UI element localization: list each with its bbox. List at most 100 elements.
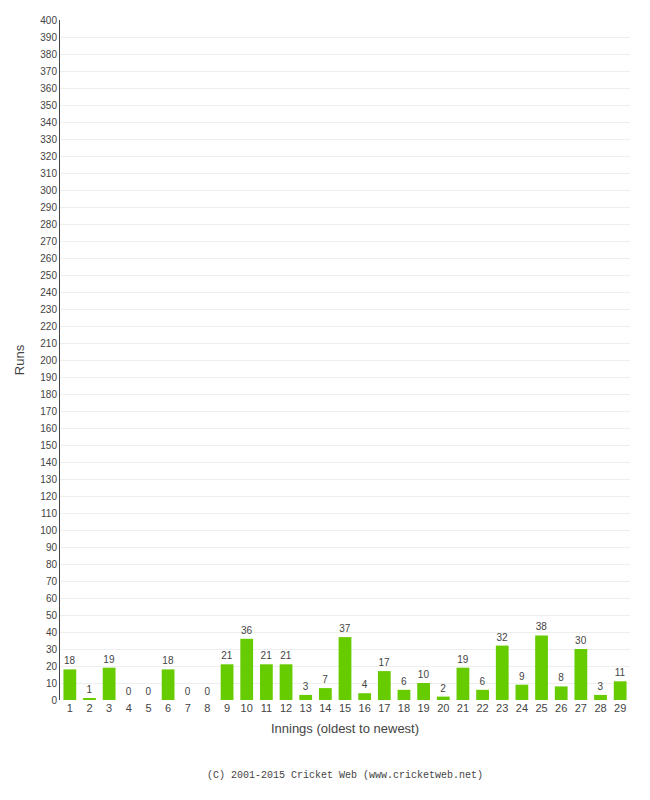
svg-text:10: 10 (46, 678, 58, 689)
svg-text:130: 130 (40, 474, 57, 485)
svg-text:250: 250 (40, 270, 57, 281)
svg-text:340: 340 (40, 117, 57, 128)
svg-text:18: 18 (162, 655, 174, 666)
svg-text:280: 280 (40, 219, 57, 230)
svg-text:370: 370 (40, 66, 57, 77)
svg-text:(C) 2001-2015 Cricket Web (www: (C) 2001-2015 Cricket Web (www.cricketwe… (207, 770, 483, 781)
svg-text:180: 180 (40, 389, 57, 400)
svg-text:21: 21 (261, 650, 273, 661)
svg-text:310: 310 (40, 168, 57, 179)
svg-text:19: 19 (457, 654, 469, 665)
svg-text:2: 2 (86, 702, 92, 714)
svg-text:9: 9 (519, 671, 525, 682)
svg-text:15: 15 (339, 702, 351, 714)
svg-text:1: 1 (67, 702, 73, 714)
svg-text:320: 320 (40, 151, 57, 162)
svg-text:7: 7 (185, 702, 191, 714)
svg-text:22: 22 (476, 702, 488, 714)
svg-text:360: 360 (40, 83, 57, 94)
svg-text:14: 14 (319, 702, 331, 714)
svg-text:17: 17 (379, 657, 391, 668)
svg-text:290: 290 (40, 202, 57, 213)
svg-text:2: 2 (440, 683, 446, 694)
svg-text:9: 9 (224, 702, 230, 714)
svg-text:160: 160 (40, 423, 57, 434)
svg-text:6: 6 (480, 676, 486, 687)
svg-text:20: 20 (437, 702, 449, 714)
svg-text:8: 8 (558, 672, 564, 683)
svg-text:20: 20 (46, 661, 58, 672)
svg-text:260: 260 (40, 253, 57, 264)
svg-text:5: 5 (145, 702, 151, 714)
svg-text:50: 50 (46, 610, 58, 621)
svg-text:0: 0 (185, 686, 191, 697)
svg-text:240: 240 (40, 287, 57, 298)
svg-text:0: 0 (51, 695, 57, 706)
svg-text:11: 11 (615, 667, 626, 678)
svg-text:25: 25 (535, 702, 547, 714)
svg-text:150: 150 (40, 440, 57, 451)
svg-text:10: 10 (241, 702, 253, 714)
svg-text:17: 17 (378, 702, 390, 714)
svg-text:1: 1 (86, 684, 92, 695)
svg-text:380: 380 (40, 49, 57, 60)
svg-text:330: 330 (40, 134, 57, 145)
svg-text:21: 21 (221, 650, 233, 661)
svg-text:3: 3 (598, 681, 604, 692)
svg-text:80: 80 (46, 559, 58, 570)
svg-text:3: 3 (303, 681, 309, 692)
svg-text:13: 13 (300, 702, 312, 714)
svg-text:200: 200 (40, 355, 57, 366)
svg-text:19: 19 (417, 702, 429, 714)
svg-text:8: 8 (204, 702, 210, 714)
svg-text:18: 18 (398, 702, 410, 714)
svg-text:21: 21 (280, 650, 292, 661)
svg-text:3: 3 (106, 702, 112, 714)
svg-text:300: 300 (40, 185, 57, 196)
svg-text:Innings (oldest to newest): Innings (oldest to newest) (271, 721, 419, 736)
svg-text:90: 90 (46, 542, 58, 553)
svg-text:4: 4 (126, 702, 132, 714)
svg-text:230: 230 (40, 304, 57, 315)
svg-text:170: 170 (40, 406, 57, 417)
svg-text:18: 18 (64, 655, 76, 666)
svg-text:30: 30 (46, 644, 58, 655)
svg-text:190: 190 (40, 372, 57, 383)
svg-text:Runs: Runs (12, 344, 27, 375)
svg-text:60: 60 (46, 593, 58, 604)
svg-text:19: 19 (103, 654, 115, 665)
svg-text:270: 270 (40, 236, 57, 247)
svg-text:21: 21 (457, 702, 469, 714)
svg-text:38: 38 (536, 621, 548, 632)
svg-text:12: 12 (280, 702, 292, 714)
svg-text:390: 390 (40, 32, 57, 43)
svg-text:28: 28 (594, 702, 606, 714)
svg-text:0: 0 (204, 686, 210, 697)
svg-text:40: 40 (46, 627, 58, 638)
svg-text:26: 26 (555, 702, 567, 714)
svg-text:24: 24 (516, 702, 528, 714)
svg-text:0: 0 (145, 686, 151, 697)
svg-text:210: 210 (40, 338, 57, 349)
svg-text:11: 11 (261, 702, 272, 714)
svg-text:70: 70 (46, 576, 58, 587)
svg-text:36: 36 (241, 625, 253, 636)
svg-text:100: 100 (40, 525, 57, 536)
svg-text:120: 120 (40, 491, 57, 502)
svg-text:6: 6 (401, 676, 407, 687)
svg-text:0: 0 (126, 686, 132, 697)
svg-text:29: 29 (614, 702, 626, 714)
svg-text:220: 220 (40, 321, 57, 332)
svg-text:30: 30 (575, 635, 587, 646)
svg-text:32: 32 (496, 632, 508, 643)
svg-text:400: 400 (40, 15, 57, 26)
svg-text:23: 23 (496, 702, 508, 714)
svg-text:4: 4 (362, 679, 368, 690)
svg-text:10: 10 (418, 669, 430, 680)
svg-text:6: 6 (165, 702, 171, 714)
svg-text:7: 7 (322, 674, 328, 685)
svg-text:16: 16 (359, 702, 371, 714)
svg-text:27: 27 (575, 702, 587, 714)
svg-text:140: 140 (40, 457, 57, 468)
svg-text:110: 110 (41, 508, 57, 519)
